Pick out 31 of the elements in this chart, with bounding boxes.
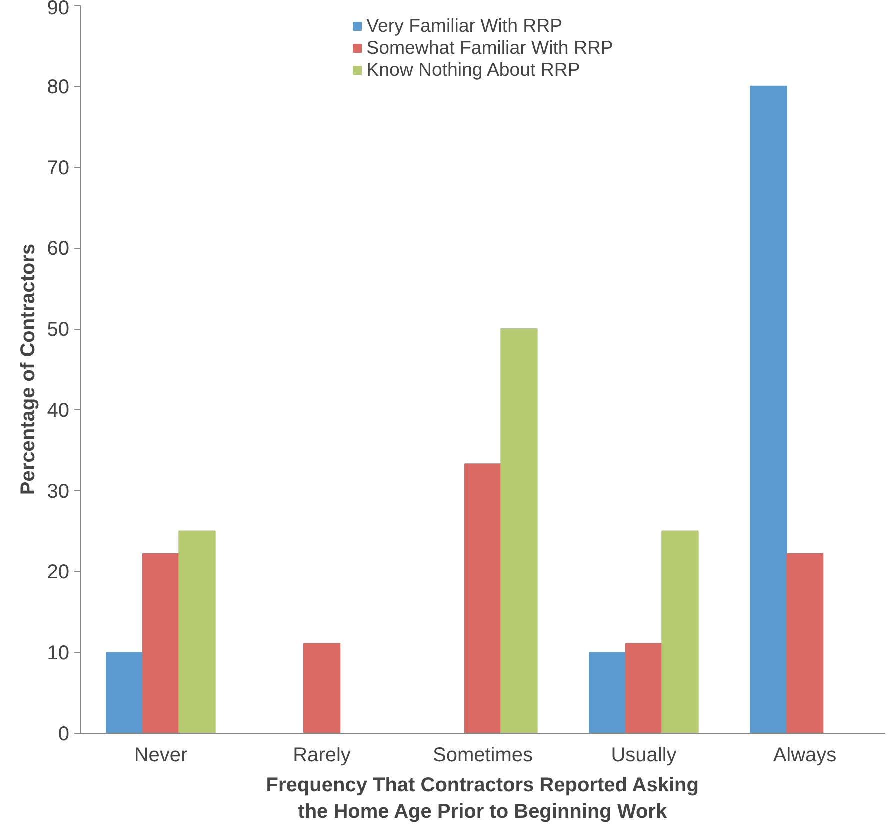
y-tick-label: 60 [47, 238, 70, 260]
bar [464, 464, 502, 734]
y-tick-label: 50 [47, 319, 70, 342]
x-tick-label: Sometimes [432, 744, 534, 766]
x-tick-label: Usually [611, 744, 677, 766]
bar [786, 553, 824, 734]
legend-label: Somewhat Familiar With RRP [366, 37, 614, 59]
y-tick-label: 10 [47, 642, 70, 665]
legend-label: Very Familiar With RRP [366, 15, 563, 37]
bar [625, 643, 663, 734]
x-tick-label: Never [134, 744, 188, 766]
y-tick-label: 80 [47, 76, 70, 98]
y-tick-label: 40 [47, 400, 70, 422]
bar [750, 86, 788, 734]
y-tick-label: 90 [47, 0, 70, 20]
legend-label: Know Nothing About RRP [366, 59, 580, 81]
bar [303, 643, 341, 734]
bar [178, 530, 216, 734]
y-tick-label: 70 [47, 157, 70, 180]
x-tick-label: Always [773, 744, 837, 766]
x-axis-title: Frequency That Contractors Reported Asking the Home Age Prior to Beginning Work [266, 774, 699, 823]
y-tick-label: 30 [47, 480, 70, 503]
bar [589, 652, 626, 734]
y-tick-label: 20 [47, 562, 70, 584]
bar [662, 530, 699, 734]
bar [142, 553, 180, 734]
x-tick-label: Rarely [293, 744, 351, 766]
y-tick-label: 0 [58, 724, 70, 746]
bar [500, 328, 538, 734]
bar [106, 652, 144, 734]
y-axis-title: Percentage of Contractors [17, 244, 40, 496]
